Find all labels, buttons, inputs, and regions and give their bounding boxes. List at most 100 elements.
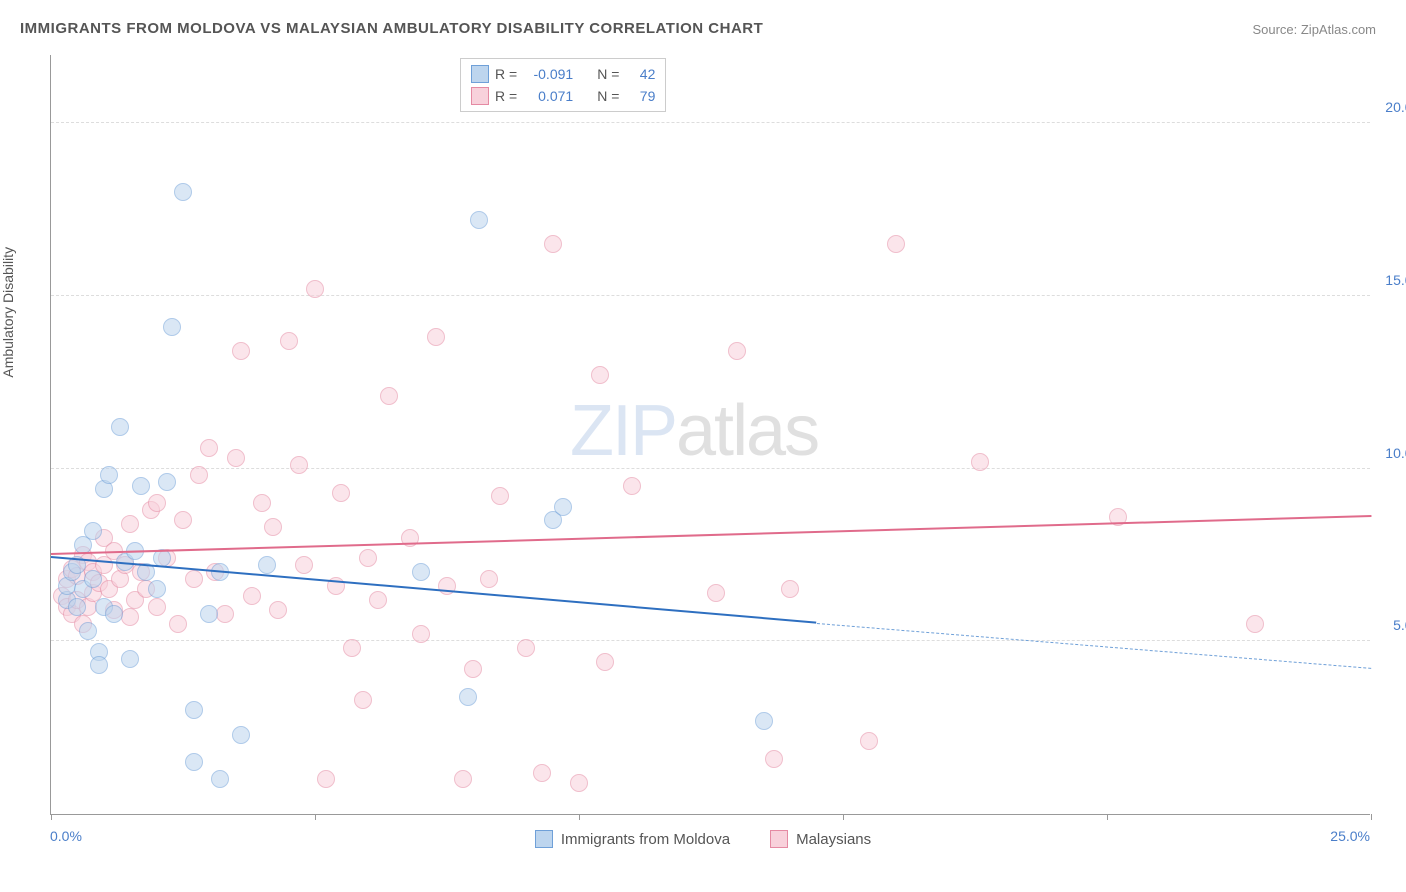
- scatter-point-blue: [148, 580, 166, 598]
- legend-correlation: R = -0.091N = 42R = 0.071N = 79: [460, 58, 666, 112]
- scatter-point-blue: [111, 418, 129, 436]
- scatter-point-pink: [232, 342, 250, 360]
- scatter-point-blue: [554, 498, 572, 516]
- legend-series: Immigrants from Moldova Malaysians: [0, 830, 1406, 848]
- legend-r-value: 0.071: [523, 85, 573, 107]
- legend-series-label: Immigrants from Moldova: [561, 831, 730, 848]
- y-tick-label: 5.0%: [1393, 617, 1406, 633]
- scatter-point-blue: [158, 473, 176, 491]
- scatter-point-pink: [253, 494, 271, 512]
- x-tick: [1107, 814, 1108, 820]
- scatter-point-pink: [412, 625, 430, 643]
- scatter-point-pink: [544, 235, 562, 253]
- scatter-point-pink: [454, 770, 472, 788]
- legend-row: R = -0.091N = 42: [471, 63, 655, 85]
- scatter-point-blue: [200, 605, 218, 623]
- scatter-point-pink: [887, 235, 905, 253]
- trendline-blue-dashed: [817, 623, 1371, 669]
- x-tick: [843, 814, 844, 820]
- scatter-point-pink: [121, 515, 139, 533]
- scatter-point-pink: [517, 639, 535, 657]
- scatter-point-pink: [860, 732, 878, 750]
- scatter-point-pink: [491, 487, 509, 505]
- legend-r-label: R =: [495, 85, 517, 107]
- scatter-point-blue: [121, 650, 139, 668]
- scatter-point-pink: [216, 605, 234, 623]
- legend-n-value: 42: [625, 63, 655, 85]
- scatter-point-pink: [781, 580, 799, 598]
- scatter-point-blue: [163, 318, 181, 336]
- scatter-point-blue: [232, 726, 250, 744]
- scatter-point-blue: [459, 688, 477, 706]
- scatter-point-pink: [464, 660, 482, 678]
- scatter-point-pink: [269, 601, 287, 619]
- trendline-blue: [51, 556, 817, 624]
- scatter-point-pink: [317, 770, 335, 788]
- scatter-point-pink: [200, 439, 218, 457]
- scatter-point-pink: [570, 774, 588, 792]
- scatter-point-pink: [1246, 615, 1264, 633]
- scatter-point-pink: [280, 332, 298, 350]
- scatter-point-pink: [290, 456, 308, 474]
- scatter-point-pink: [623, 477, 641, 495]
- scatter-point-pink: [971, 453, 989, 471]
- scatter-point-pink: [533, 764, 551, 782]
- legend-series-item: Immigrants from Moldova: [535, 830, 730, 848]
- scatter-point-pink: [190, 466, 208, 484]
- scatter-point-pink: [765, 750, 783, 768]
- scatter-point-pink: [185, 570, 203, 588]
- x-tick: [579, 814, 580, 820]
- gridline: [51, 295, 1370, 296]
- x-tick: [315, 814, 316, 820]
- legend-swatch: [535, 830, 553, 848]
- scatter-point-pink: [707, 584, 725, 602]
- scatter-point-pink: [264, 518, 282, 536]
- y-tick-label: 10.0%: [1385, 445, 1406, 461]
- scatter-point-blue: [79, 622, 97, 640]
- legend-series-item: Malaysians: [770, 830, 871, 848]
- gridline: [51, 640, 1370, 641]
- scatter-point-pink: [227, 449, 245, 467]
- scatter-point-pink: [148, 494, 166, 512]
- gridline: [51, 468, 1370, 469]
- legend-series-label: Malaysians: [796, 831, 871, 848]
- scatter-point-blue: [132, 477, 150, 495]
- scatter-point-blue: [185, 753, 203, 771]
- legend-r-value: -0.091: [523, 63, 573, 85]
- scatter-point-pink: [243, 587, 261, 605]
- scatter-point-blue: [68, 598, 86, 616]
- y-tick-label: 15.0%: [1385, 272, 1406, 288]
- scatter-point-blue: [174, 183, 192, 201]
- scatter-point-pink: [295, 556, 313, 574]
- legend-n-label: N =: [597, 85, 619, 107]
- source-label: Source: ZipAtlas.com: [1252, 22, 1376, 37]
- legend-swatch: [471, 65, 489, 83]
- scatter-point-pink: [354, 691, 372, 709]
- scatter-point-pink: [427, 328, 445, 346]
- plot-area: 5.0%10.0%15.0%20.0%: [50, 55, 1370, 815]
- scatter-point-blue: [185, 701, 203, 719]
- y-tick-label: 20.0%: [1385, 99, 1406, 115]
- scatter-point-pink: [121, 608, 139, 626]
- x-tick: [51, 814, 52, 820]
- y-axis-title: Ambulatory Disability: [0, 247, 16, 378]
- legend-swatch: [770, 830, 788, 848]
- scatter-point-pink: [728, 342, 746, 360]
- scatter-point-pink: [591, 366, 609, 384]
- scatter-point-pink: [148, 598, 166, 616]
- scatter-point-blue: [755, 712, 773, 730]
- scatter-point-pink: [380, 387, 398, 405]
- scatter-point-pink: [306, 280, 324, 298]
- legend-swatch: [471, 87, 489, 105]
- scatter-point-pink: [359, 549, 377, 567]
- scatter-point-pink: [332, 484, 350, 502]
- scatter-point-pink: [480, 570, 498, 588]
- scatter-point-blue: [84, 522, 102, 540]
- legend-r-label: R =: [495, 63, 517, 85]
- scatter-point-pink: [343, 639, 361, 657]
- scatter-point-blue: [105, 605, 123, 623]
- scatter-point-blue: [211, 770, 229, 788]
- scatter-point-pink: [596, 653, 614, 671]
- scatter-point-pink: [169, 615, 187, 633]
- legend-row: R = 0.071N = 79: [471, 85, 655, 107]
